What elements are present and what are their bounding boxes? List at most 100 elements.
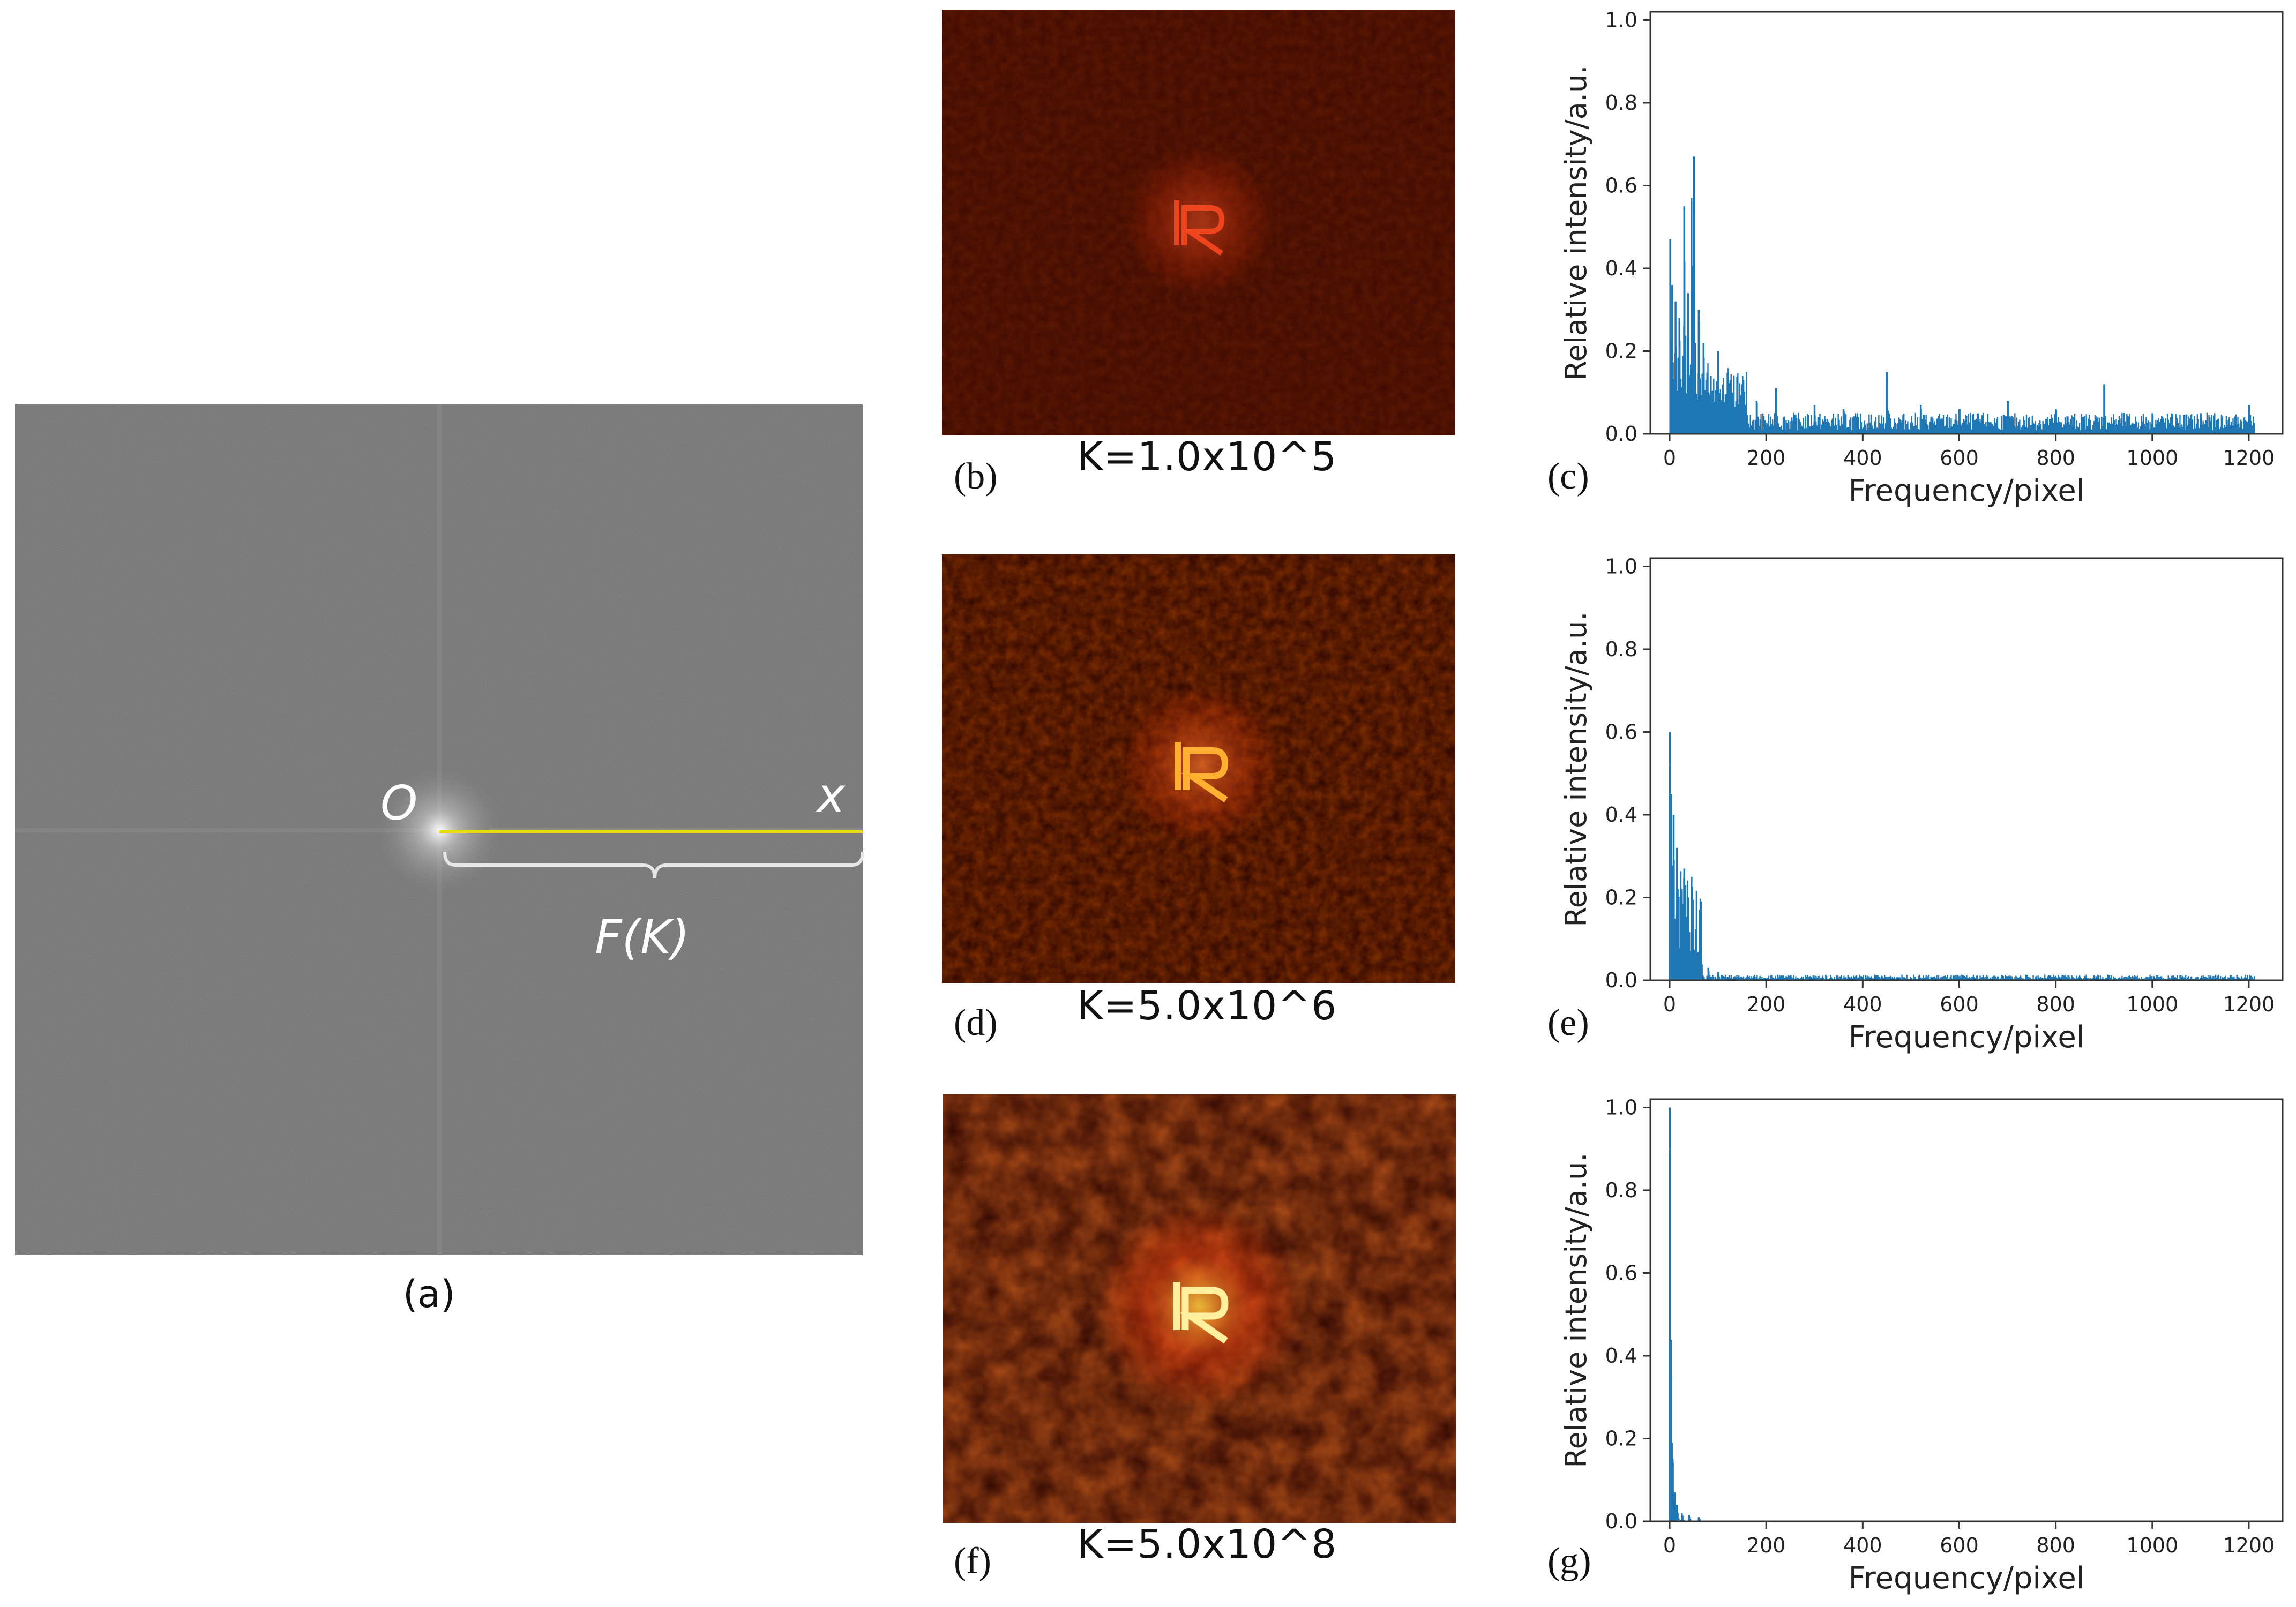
bar: [2223, 427, 2224, 434]
bar: [1723, 976, 1724, 980]
bar: [2145, 977, 2147, 980]
x-axis-label: Frequency/pixel: [1849, 1020, 2085, 1055]
bar: [1699, 1519, 1701, 1521]
bar: [1751, 425, 1752, 434]
bar: [1777, 977, 1779, 980]
bar: [2009, 975, 2011, 980]
bar: [1806, 413, 1808, 434]
peak-bar: [1697, 310, 1700, 434]
bar: [2011, 976, 2013, 980]
bar: [1908, 429, 1910, 434]
bar: [1869, 423, 1871, 434]
bar: [1715, 977, 1717, 980]
bar: [1834, 977, 1835, 980]
x-tick-label: 400: [1843, 446, 1882, 470]
bar: [2080, 977, 2082, 980]
bar: [2097, 417, 2099, 434]
bar: [1791, 977, 1793, 980]
bar: [2022, 425, 2023, 434]
bar: [2130, 977, 2132, 980]
bar: [1960, 977, 1962, 980]
bar: [2150, 429, 2152, 434]
bar: [2036, 425, 2038, 434]
bar: [2209, 417, 2211, 434]
bar: [1848, 427, 1850, 434]
bar: [1763, 416, 1765, 434]
bar: [1860, 422, 1863, 434]
bar: [2023, 416, 2024, 434]
bar: [2073, 978, 2075, 980]
bar: [1694, 342, 1696, 434]
bar: [1867, 977, 1869, 980]
bar: [2063, 975, 2065, 980]
bar: [2186, 414, 2188, 434]
y-tick-label: 0.6: [1605, 174, 1637, 197]
bar: [1806, 975, 1808, 980]
peak-bar: [1958, 409, 1961, 434]
x-tick-label: 1000: [2126, 993, 2178, 1016]
bar: [2043, 978, 2045, 980]
bar: [1723, 402, 1725, 434]
bar: [2005, 975, 2006, 980]
bar: [2204, 977, 2206, 980]
bar: [2208, 975, 2210, 980]
y-axis-label: Relative intensity/a.u.: [1559, 65, 1593, 381]
bar: [2253, 416, 2254, 434]
bar: [1989, 423, 1991, 434]
bar: [1815, 421, 1817, 434]
bar: [1985, 977, 1987, 980]
bar: [1835, 425, 1837, 434]
bar: [1814, 975, 1816, 980]
bar: [2218, 974, 2219, 980]
bar: [1830, 975, 1831, 980]
bar: [1844, 413, 1846, 434]
bar: [2129, 975, 2130, 980]
bar: [2060, 422, 2062, 434]
bar: [2065, 423, 2067, 434]
bar: [1803, 977, 1805, 980]
bar: [1806, 427, 1807, 434]
bar: [2039, 420, 2041, 434]
bar: [2028, 417, 2029, 434]
bar: [2148, 429, 2150, 434]
bar: [1943, 975, 1946, 980]
bar: [1744, 392, 1746, 434]
bar: [1778, 427, 1781, 434]
bar: [1942, 976, 1943, 980]
bar: [1965, 977, 1966, 980]
bar: [1678, 1518, 1680, 1521]
bar: [1712, 390, 1714, 434]
bar: [2150, 976, 2152, 980]
peak-bar: [1700, 955, 1702, 980]
bar: [2070, 418, 2072, 434]
x-tick-label: 1200: [2223, 993, 2275, 1016]
bar: [2177, 423, 2179, 434]
bar: [1689, 375, 1691, 434]
bar: [2158, 977, 2160, 980]
bar: [2163, 978, 2165, 980]
bar: [1905, 420, 1907, 434]
bar: [2156, 423, 2158, 434]
bar: [1826, 422, 1828, 434]
bar: [1859, 429, 1860, 434]
peak-bar: [1755, 401, 1758, 434]
bar: [2108, 975, 2111, 980]
bar: [2231, 977, 2233, 980]
bar: [1721, 400, 1722, 434]
bar: [1898, 977, 1900, 980]
bar: [1782, 975, 1783, 980]
bar: [1990, 422, 1992, 434]
bar: [2046, 418, 2048, 434]
bar: [2131, 424, 2133, 434]
bar: [1939, 414, 1941, 434]
bar: [1890, 427, 1892, 434]
bar: [1978, 422, 1980, 434]
bar: [1795, 976, 1797, 980]
bar: [2133, 977, 2135, 980]
bar: [2181, 977, 2183, 980]
bar: [2067, 975, 2069, 980]
bar: [2114, 425, 2116, 434]
bar: [1753, 974, 1755, 980]
bar: [1726, 372, 1728, 434]
bar: [1914, 412, 1917, 434]
